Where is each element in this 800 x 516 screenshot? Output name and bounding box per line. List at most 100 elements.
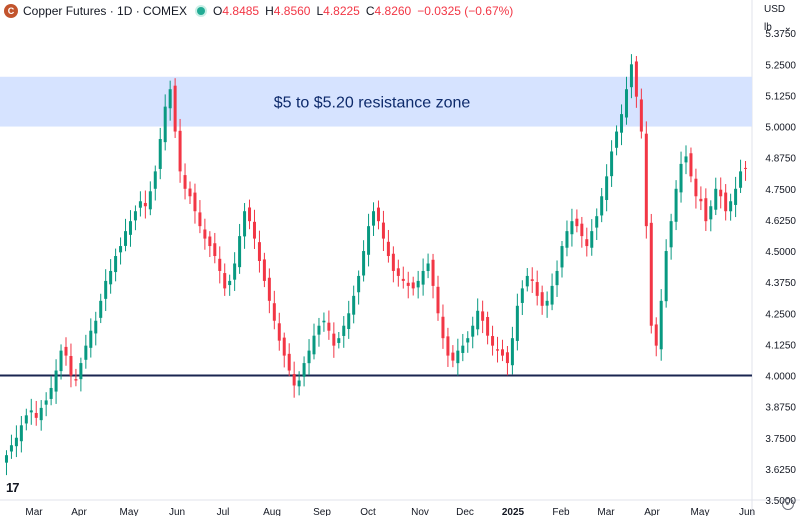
candle-body [128,221,132,235]
y-tick-label: 5.3750 [765,29,796,40]
candle-body [4,455,8,463]
y-tick-label: 4.0000 [765,372,796,383]
candle-body [520,288,524,303]
candle-body [143,202,147,207]
candle-body [252,221,256,239]
candle-body [218,258,222,271]
candle-body [471,325,475,337]
candle-body [238,236,242,268]
candle-body [183,175,187,189]
candle-body [639,99,643,132]
candle-body [644,133,648,227]
close-label: C [365,4,375,18]
candle-body [689,153,693,177]
candle-body [436,286,440,314]
x-tick-label: Apr [644,507,660,516]
change-value: −0.0325 (−0.67%) [417,4,514,18]
candle-body [634,61,638,97]
candle-body [178,130,182,172]
currency-select[interactable]: USD [764,4,792,15]
candle-body [138,201,142,208]
candle-body [188,188,192,197]
candle-body [163,106,167,143]
x-tick-label: Jun [169,507,185,516]
open-label: O [213,4,223,18]
gear-icon[interactable] [782,498,794,510]
candle-body [406,282,410,286]
candle-body [153,171,157,189]
resistance-zone-label: $5 to $5.20 resistance zone [274,95,471,112]
candle-body [704,198,708,222]
candle-body [99,300,103,318]
candle-body [620,114,624,133]
x-tick-label: Feb [552,507,570,516]
y-tick-label: 5.2500 [765,60,796,71]
market-status-icon [197,7,206,15]
candle-body [19,425,23,442]
candle-body [605,176,609,200]
candle-body [327,322,331,331]
candle-body [257,242,261,261]
candle-body [203,229,207,239]
candle-body [441,316,445,339]
currency-label: USD [764,4,786,15]
candle-body [381,222,385,239]
candle-body [416,280,420,288]
candle-body [446,336,450,356]
candle-body [461,345,465,353]
candle-body [337,338,341,343]
candle-body [386,241,390,257]
candle-body [282,337,286,356]
y-tick-label: 4.7500 [765,185,796,196]
copper-coin-icon: C [4,4,18,18]
x-tick-label: Jul [217,507,230,516]
candle-body [104,280,108,299]
x-tick-label: May [120,507,139,516]
candle-body [610,151,614,177]
candle-body [332,333,336,346]
candle-body [525,275,529,287]
low-label: L [316,4,324,18]
candle-body [148,191,152,210]
candle-body [54,370,58,392]
candle-body [198,212,202,227]
candle-body [595,216,599,228]
candle-body [24,415,28,424]
y-tick-label: 5.1250 [765,91,796,102]
candle-body [600,196,604,216]
candle-body [545,300,549,306]
candle-body [615,131,619,148]
candle-body [49,387,53,399]
tradingview-logo-icon: 17 [6,480,20,495]
y-tick-label: 3.7500 [765,434,796,445]
candle-body [515,305,519,341]
candle-body [267,277,271,301]
candle-body [694,178,698,197]
candle-body [391,253,395,271]
chevron-down-icon: ⌄ [783,22,792,33]
candle-body [565,231,569,248]
candle-body [89,330,93,348]
y-tick-label: 3.8750 [765,403,796,414]
candle-body [500,349,504,356]
candle-body [272,303,276,321]
candle-body [629,64,633,88]
ohlc-values: O4.8485 H4.8560 L4.8225 C4.8260 −0.0325 … [213,4,513,18]
symbol-title[interactable]: Copper Futures · 1D · COMEX [23,4,188,18]
candle-body [585,239,589,247]
candle-body [376,207,380,222]
candle-body [649,222,653,326]
candle-body [476,310,480,330]
y-tick-label: 4.6250 [765,216,796,227]
candle-body [624,89,628,118]
candle-body [357,275,361,293]
candle-body [451,352,455,361]
candle-body [277,323,281,341]
candle-body [133,211,137,221]
candle-body [213,243,217,257]
low-value: 4.8225 [323,4,360,18]
candle-body [496,349,500,351]
x-tick-label: Sep [313,507,331,516]
unit-select[interactable]: lb ⌄ [764,22,792,33]
